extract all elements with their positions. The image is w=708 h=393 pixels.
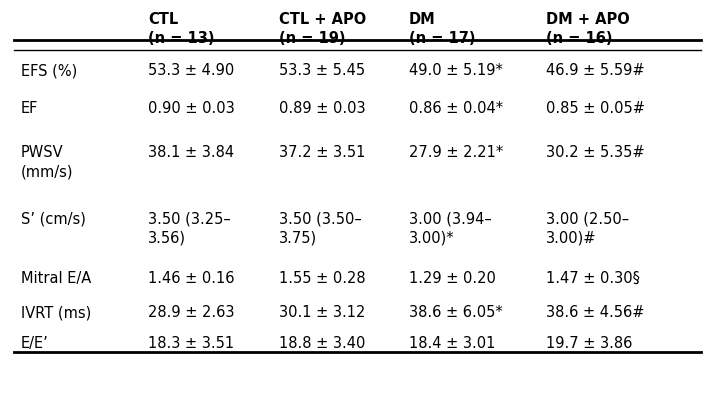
Text: DM
(n = 17): DM (n = 17) (409, 11, 476, 46)
Text: 38.1 ± 3.84: 38.1 ± 3.84 (148, 145, 234, 160)
Text: 18.4 ± 3.01: 18.4 ± 3.01 (409, 336, 496, 351)
Text: 3.50 (3.50–
3.75): 3.50 (3.50– 3.75) (278, 212, 361, 246)
Text: 0.85 ± 0.05#: 0.85 ± 0.05# (547, 101, 646, 116)
Text: 18.8 ± 3.40: 18.8 ± 3.40 (278, 336, 365, 351)
Text: 1.47 ± 0.30§: 1.47 ± 0.30§ (547, 271, 640, 286)
Text: DM + APO
(n = 16): DM + APO (n = 16) (547, 11, 630, 46)
Text: 30.1 ± 3.12: 30.1 ± 3.12 (278, 305, 365, 320)
Text: Mitral E/A: Mitral E/A (21, 271, 91, 286)
Text: 53.3 ± 4.90: 53.3 ± 4.90 (148, 63, 234, 78)
Text: 0.86 ± 0.04*: 0.86 ± 0.04* (409, 101, 503, 116)
Text: 0.89 ± 0.03: 0.89 ± 0.03 (278, 101, 365, 116)
Text: 37.2 ± 3.51: 37.2 ± 3.51 (278, 145, 365, 160)
Text: 46.9 ± 5.59#: 46.9 ± 5.59# (547, 63, 645, 78)
Text: 27.9 ± 2.21*: 27.9 ± 2.21* (409, 145, 503, 160)
Text: PWSV
(mm/s): PWSV (mm/s) (21, 145, 74, 179)
Text: IVRT (ms): IVRT (ms) (21, 305, 91, 320)
Text: 3.00 (2.50–
3.00)#: 3.00 (2.50– 3.00)# (547, 212, 629, 246)
Text: 30.2 ± 5.35#: 30.2 ± 5.35# (547, 145, 645, 160)
Text: E/E’: E/E’ (21, 336, 49, 351)
Text: 53.3 ± 5.45: 53.3 ± 5.45 (278, 63, 365, 78)
Text: 49.0 ± 5.19*: 49.0 ± 5.19* (409, 63, 503, 78)
Text: 28.9 ± 2.63: 28.9 ± 2.63 (148, 305, 234, 320)
Text: S’ (cm/s): S’ (cm/s) (21, 212, 86, 227)
Text: 19.7 ± 3.86: 19.7 ± 3.86 (547, 336, 633, 351)
Text: EFS (%): EFS (%) (21, 63, 77, 78)
Text: CTL
(n = 13): CTL (n = 13) (148, 11, 215, 46)
Text: 18.3 ± 3.51: 18.3 ± 3.51 (148, 336, 234, 351)
Text: EF: EF (21, 101, 38, 116)
Text: 3.50 (3.25–
3.56): 3.50 (3.25– 3.56) (148, 212, 231, 246)
Text: 38.6 ± 4.56#: 38.6 ± 4.56# (547, 305, 645, 320)
Text: 1.46 ± 0.16: 1.46 ± 0.16 (148, 271, 234, 286)
Text: 1.55 ± 0.28: 1.55 ± 0.28 (278, 271, 365, 286)
Text: CTL + APO
(n = 19): CTL + APO (n = 19) (278, 11, 366, 46)
Text: 38.6 ± 6.05*: 38.6 ± 6.05* (409, 305, 503, 320)
Text: 1.29 ± 0.20: 1.29 ± 0.20 (409, 271, 496, 286)
Text: 3.00 (3.94–
3.00)*: 3.00 (3.94– 3.00)* (409, 212, 492, 246)
Text: 0.90 ± 0.03: 0.90 ± 0.03 (148, 101, 235, 116)
